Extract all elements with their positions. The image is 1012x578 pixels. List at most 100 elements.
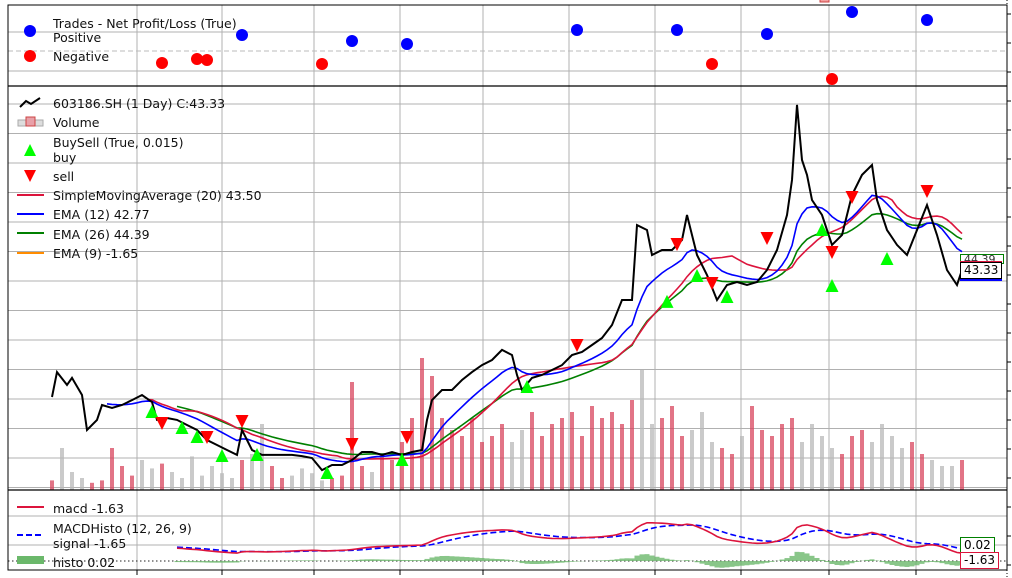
histo-bar (529, 561, 535, 564)
volume-bar (750, 406, 754, 490)
histo-bar (519, 561, 525, 564)
histo-bar (889, 561, 895, 565)
histo-bar (354, 559, 360, 561)
histo-bar (729, 561, 735, 567)
histo-bar (694, 561, 700, 563)
histo-bar (754, 561, 760, 565)
histo-bar (619, 558, 625, 561)
histo-bar (924, 561, 930, 563)
histo-bar (349, 560, 355, 561)
volume-bar (220, 473, 224, 490)
histo-bar (714, 561, 720, 568)
legend-negative: Negative (53, 49, 110, 64)
legend-close-icon (19, 97, 41, 108)
volume-bar (110, 448, 114, 490)
volume-bar (310, 473, 314, 490)
buy-marker (250, 447, 264, 461)
negative-trade-dot (191, 53, 203, 65)
negative-trade-dot (201, 54, 213, 66)
histo-bar (384, 559, 390, 561)
volume-bar (910, 442, 914, 490)
positive-trade-dot (921, 14, 933, 26)
histo-bar (769, 561, 775, 562)
volume-bar (120, 466, 124, 490)
histo-bar (224, 561, 230, 563)
sell-marker (670, 237, 684, 251)
volume-bar (100, 480, 104, 490)
histo-bar (904, 561, 910, 567)
histo-bar (784, 558, 790, 561)
histo-bar (599, 560, 605, 561)
buy-marker (175, 421, 189, 435)
last-macd-label: -1.63 (960, 552, 1000, 569)
volume-bar (240, 460, 244, 490)
volume-bar (480, 442, 484, 490)
volume-bar (660, 418, 664, 490)
histo-bar (609, 559, 615, 561)
volume-bar (340, 475, 344, 490)
histo-bar (934, 561, 940, 563)
volume-bar (780, 424, 784, 490)
volume-bar (790, 418, 794, 490)
buy-marker (825, 278, 839, 292)
histo-bar (759, 561, 765, 564)
trades-legend-title: Trades - Net Profit/Loss (True) (53, 16, 237, 31)
histo-bar (179, 561, 185, 563)
legend-macd: macd -1.63 (53, 501, 124, 516)
legend-signal: signal -1.65 (53, 536, 127, 551)
volume-bar (930, 460, 934, 490)
plot-frame (7, 4, 1008, 571)
macd-legend: macd -1.63 MACDHisto (12, 26, 9) signal … (0, 500, 260, 570)
histo-bar (459, 556, 465, 561)
histo-bar (429, 557, 435, 561)
legend-ema9: EMA (9) -1.65 (53, 246, 139, 261)
volume-bar (940, 466, 944, 490)
legend-histo-icon (17, 556, 44, 564)
volume-bar (490, 436, 494, 490)
last-close-label: 43.33 (960, 262, 1003, 279)
histo-bar (884, 561, 890, 564)
volume-bar (390, 460, 394, 490)
histo-bar (604, 560, 610, 561)
volume-bar (530, 412, 534, 490)
histo-bar (864, 559, 870, 561)
buy-marker (690, 269, 704, 283)
histo-bar (309, 560, 315, 561)
legend-ema26: EMA (26) 44.39 (53, 227, 150, 242)
positive-trade-dot (571, 24, 583, 36)
legend-histo: histo 0.02 (53, 555, 116, 570)
histo-bar (739, 561, 745, 566)
volume-bar (830, 448, 834, 490)
volume-bar (380, 454, 384, 490)
legend-positive-icon (24, 25, 36, 37)
volume-bar (180, 478, 184, 490)
histo-bar (534, 561, 540, 564)
volume-bar (200, 475, 204, 490)
volume-bar (60, 448, 64, 490)
histo-bar (879, 561, 885, 563)
volume-bar (690, 430, 694, 490)
volume-bar (400, 442, 404, 490)
histo-bar (809, 555, 815, 561)
histo-bar (734, 561, 740, 567)
histo-bar (474, 557, 480, 561)
histo-bar (669, 559, 675, 561)
volume-bar (370, 472, 374, 490)
histo-bar (464, 557, 470, 561)
volume-bar (800, 442, 804, 490)
histo-bar (554, 561, 560, 564)
histo-bar (419, 560, 425, 561)
volume-bar (460, 436, 464, 490)
histo-bar (524, 561, 530, 564)
legend-negative-icon (24, 50, 36, 62)
histo-bar (744, 561, 750, 566)
histo-bar (779, 559, 785, 561)
buy-marker (815, 222, 829, 236)
volume-bar (960, 460, 964, 490)
buy-marker (395, 452, 409, 466)
negative-trade-dot (706, 58, 718, 70)
histo-bar (434, 556, 440, 561)
histo-bar (819, 559, 825, 561)
histo-bar (499, 559, 505, 561)
legend-buy-icon (24, 144, 36, 156)
